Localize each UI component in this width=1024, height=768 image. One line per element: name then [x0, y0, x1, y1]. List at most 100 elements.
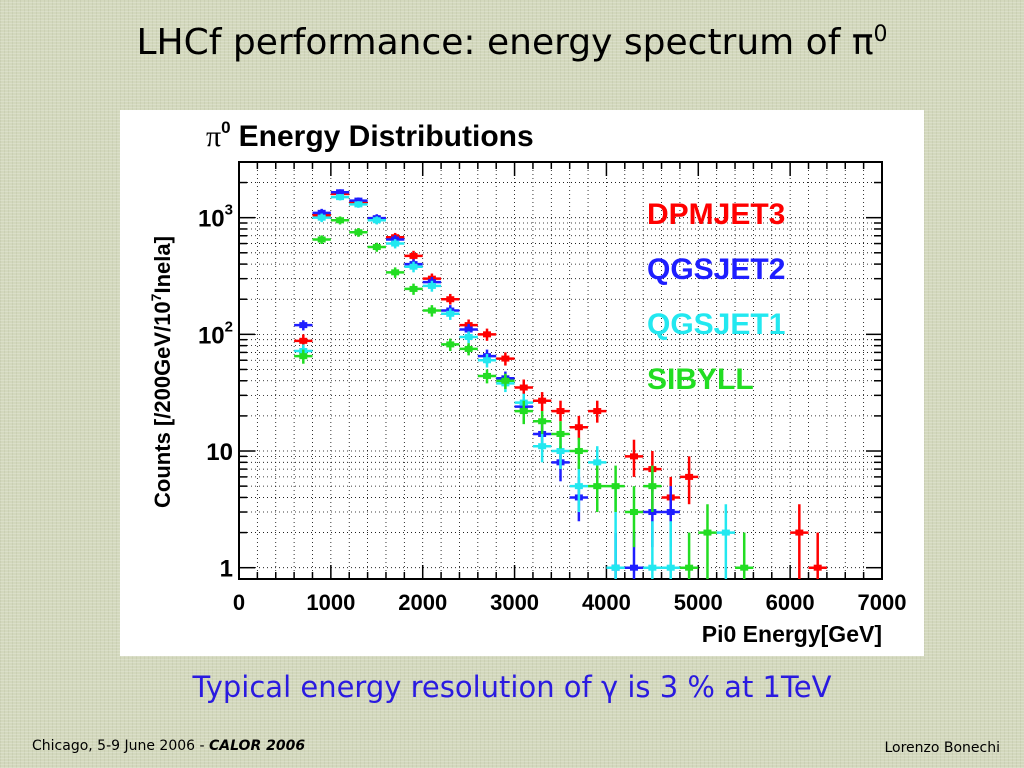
- data-point-sibyll: [643, 465, 662, 513]
- data-point-sibyll: [679, 532, 699, 579]
- chart-panel: π0 Energy Distributions 0 1000 2000 3000 4000…: [120, 110, 924, 656]
- point-marker: [372, 244, 381, 251]
- data-point-dpmjet3: [588, 400, 607, 423]
- point-marker: [317, 214, 326, 221]
- legend-entry-dpmjet3: DPMJET3: [647, 198, 785, 231]
- data-points: [294, 189, 827, 579]
- legend-entry-qgsjet2: QGSJET2: [647, 253, 785, 286]
- data-point-sibyll: [459, 343, 478, 356]
- data-point-sibyll: [606, 465, 625, 513]
- point-marker: [740, 564, 749, 571]
- point-marker: [427, 282, 436, 289]
- axes: 0 1000 2000 3000 4000 5000 6000 7000 1 10 102 103: [198, 161, 906, 615]
- slide-subtitle: Typical energy resolution of γ is 3 % at…: [192, 670, 832, 704]
- data-point-sibyll: [349, 228, 368, 237]
- point-marker: [556, 408, 565, 415]
- point-marker: [483, 331, 492, 338]
- point-marker: [685, 564, 694, 571]
- point-marker: [574, 448, 583, 455]
- x-tick-label: 6000: [766, 590, 815, 615]
- series-sibyll: [294, 216, 754, 579]
- point-marker: [372, 217, 381, 224]
- data-point-sibyll: [514, 400, 533, 425]
- point-marker: [354, 197, 363, 204]
- point-marker: [501, 355, 510, 362]
- y-axis-label-part2: Inela]: [150, 236, 175, 293]
- x-tick-label: 5000: [674, 590, 723, 615]
- point-marker: [538, 397, 547, 404]
- legend: DPMJET3 QGSJET2 QGSJET1 SIBYLL: [647, 198, 785, 396]
- point-marker: [519, 408, 528, 415]
- y-tick-label: 103: [198, 202, 233, 233]
- chart-title-superscript: 0: [221, 118, 230, 137]
- point-marker: [336, 189, 345, 196]
- x-tick-label: 0: [233, 590, 245, 615]
- grid-lines: [239, 162, 882, 579]
- data-point-sibyll: [698, 504, 717, 579]
- data-point-dpmjet3: [441, 293, 460, 305]
- point-marker: [574, 424, 583, 431]
- point-marker: [317, 236, 326, 243]
- plot-frame: [238, 161, 883, 580]
- point-marker: [464, 333, 473, 340]
- x-tick-label: 2000: [398, 590, 447, 615]
- y-tick-label: 102: [198, 318, 233, 349]
- point-marker: [629, 564, 638, 571]
- data-point-dpmjet3: [624, 439, 644, 477]
- data-point-dpmjet3: [477, 328, 497, 341]
- point-marker: [721, 529, 730, 536]
- data-point-sibyll: [367, 242, 386, 252]
- point-marker: [446, 296, 455, 303]
- point-marker: [519, 384, 528, 391]
- point-marker: [629, 509, 638, 516]
- data-point-sibyll: [588, 465, 607, 513]
- point-marker: [574, 483, 583, 490]
- data-point-sibyll: [569, 437, 589, 470]
- data-point-qgsjet1: [385, 239, 405, 249]
- point-marker: [611, 483, 620, 490]
- point-marker: [446, 310, 455, 317]
- point-marker: [813, 564, 822, 571]
- footer-conference: CALOR 2006: [209, 738, 306, 754]
- point-marker: [336, 194, 345, 201]
- point-marker: [483, 372, 492, 379]
- slide-title-superscript: 0: [873, 22, 888, 47]
- point-marker: [593, 459, 602, 466]
- data-point-qgsjet1: [367, 216, 386, 225]
- point-marker: [317, 209, 326, 216]
- point-marker: [299, 353, 308, 360]
- data-point-sibyll: [422, 305, 442, 317]
- point-marker: [409, 263, 418, 270]
- point-marker: [538, 418, 547, 425]
- point-marker: [538, 443, 547, 450]
- data-point-dpmjet3: [569, 415, 589, 440]
- point-marker: [446, 341, 455, 348]
- point-marker: [354, 229, 363, 236]
- data-point-qgsjet2: [294, 320, 313, 331]
- point-marker: [483, 357, 492, 364]
- data-point-qgsjet1: [404, 261, 423, 273]
- point-marker: [299, 322, 308, 329]
- x-tick-label: 4000: [582, 590, 631, 615]
- data-point-qgsjet1: [349, 201, 368, 208]
- point-marker: [666, 564, 675, 571]
- y-tick-label: 1: [220, 556, 233, 583]
- point-marker: [391, 269, 400, 276]
- point-marker: [409, 252, 418, 259]
- point-marker: [556, 448, 565, 455]
- data-point-qgsjet1: [477, 353, 497, 368]
- legend-entry-qgsjet1: QGSJET1: [647, 308, 785, 341]
- chart-title-text: Energy Distributions: [239, 120, 534, 153]
- legend-entry-sibyll: SIBYLL: [647, 363, 754, 396]
- chart-title-symbol: π: [206, 120, 221, 153]
- data-point-sibyll: [624, 486, 644, 548]
- point-marker: [611, 564, 620, 571]
- data-point-dpmjet3: [532, 392, 552, 412]
- data-point-qgsjet1: [330, 194, 350, 201]
- data-point-dpmjet3: [551, 400, 570, 422]
- point-marker: [666, 509, 675, 516]
- point-marker: [795, 529, 804, 536]
- data-point-qgsjet1: [661, 521, 680, 579]
- energy-distribution-chart: π0 Energy Distributions 0 1000 2000 3000 4000…: [148, 118, 906, 647]
- data-point-sibyll: [330, 216, 350, 225]
